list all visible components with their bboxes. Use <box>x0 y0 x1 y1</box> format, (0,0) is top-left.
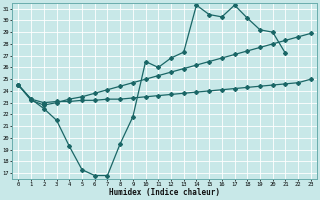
X-axis label: Humidex (Indice chaleur): Humidex (Indice chaleur) <box>109 188 220 197</box>
